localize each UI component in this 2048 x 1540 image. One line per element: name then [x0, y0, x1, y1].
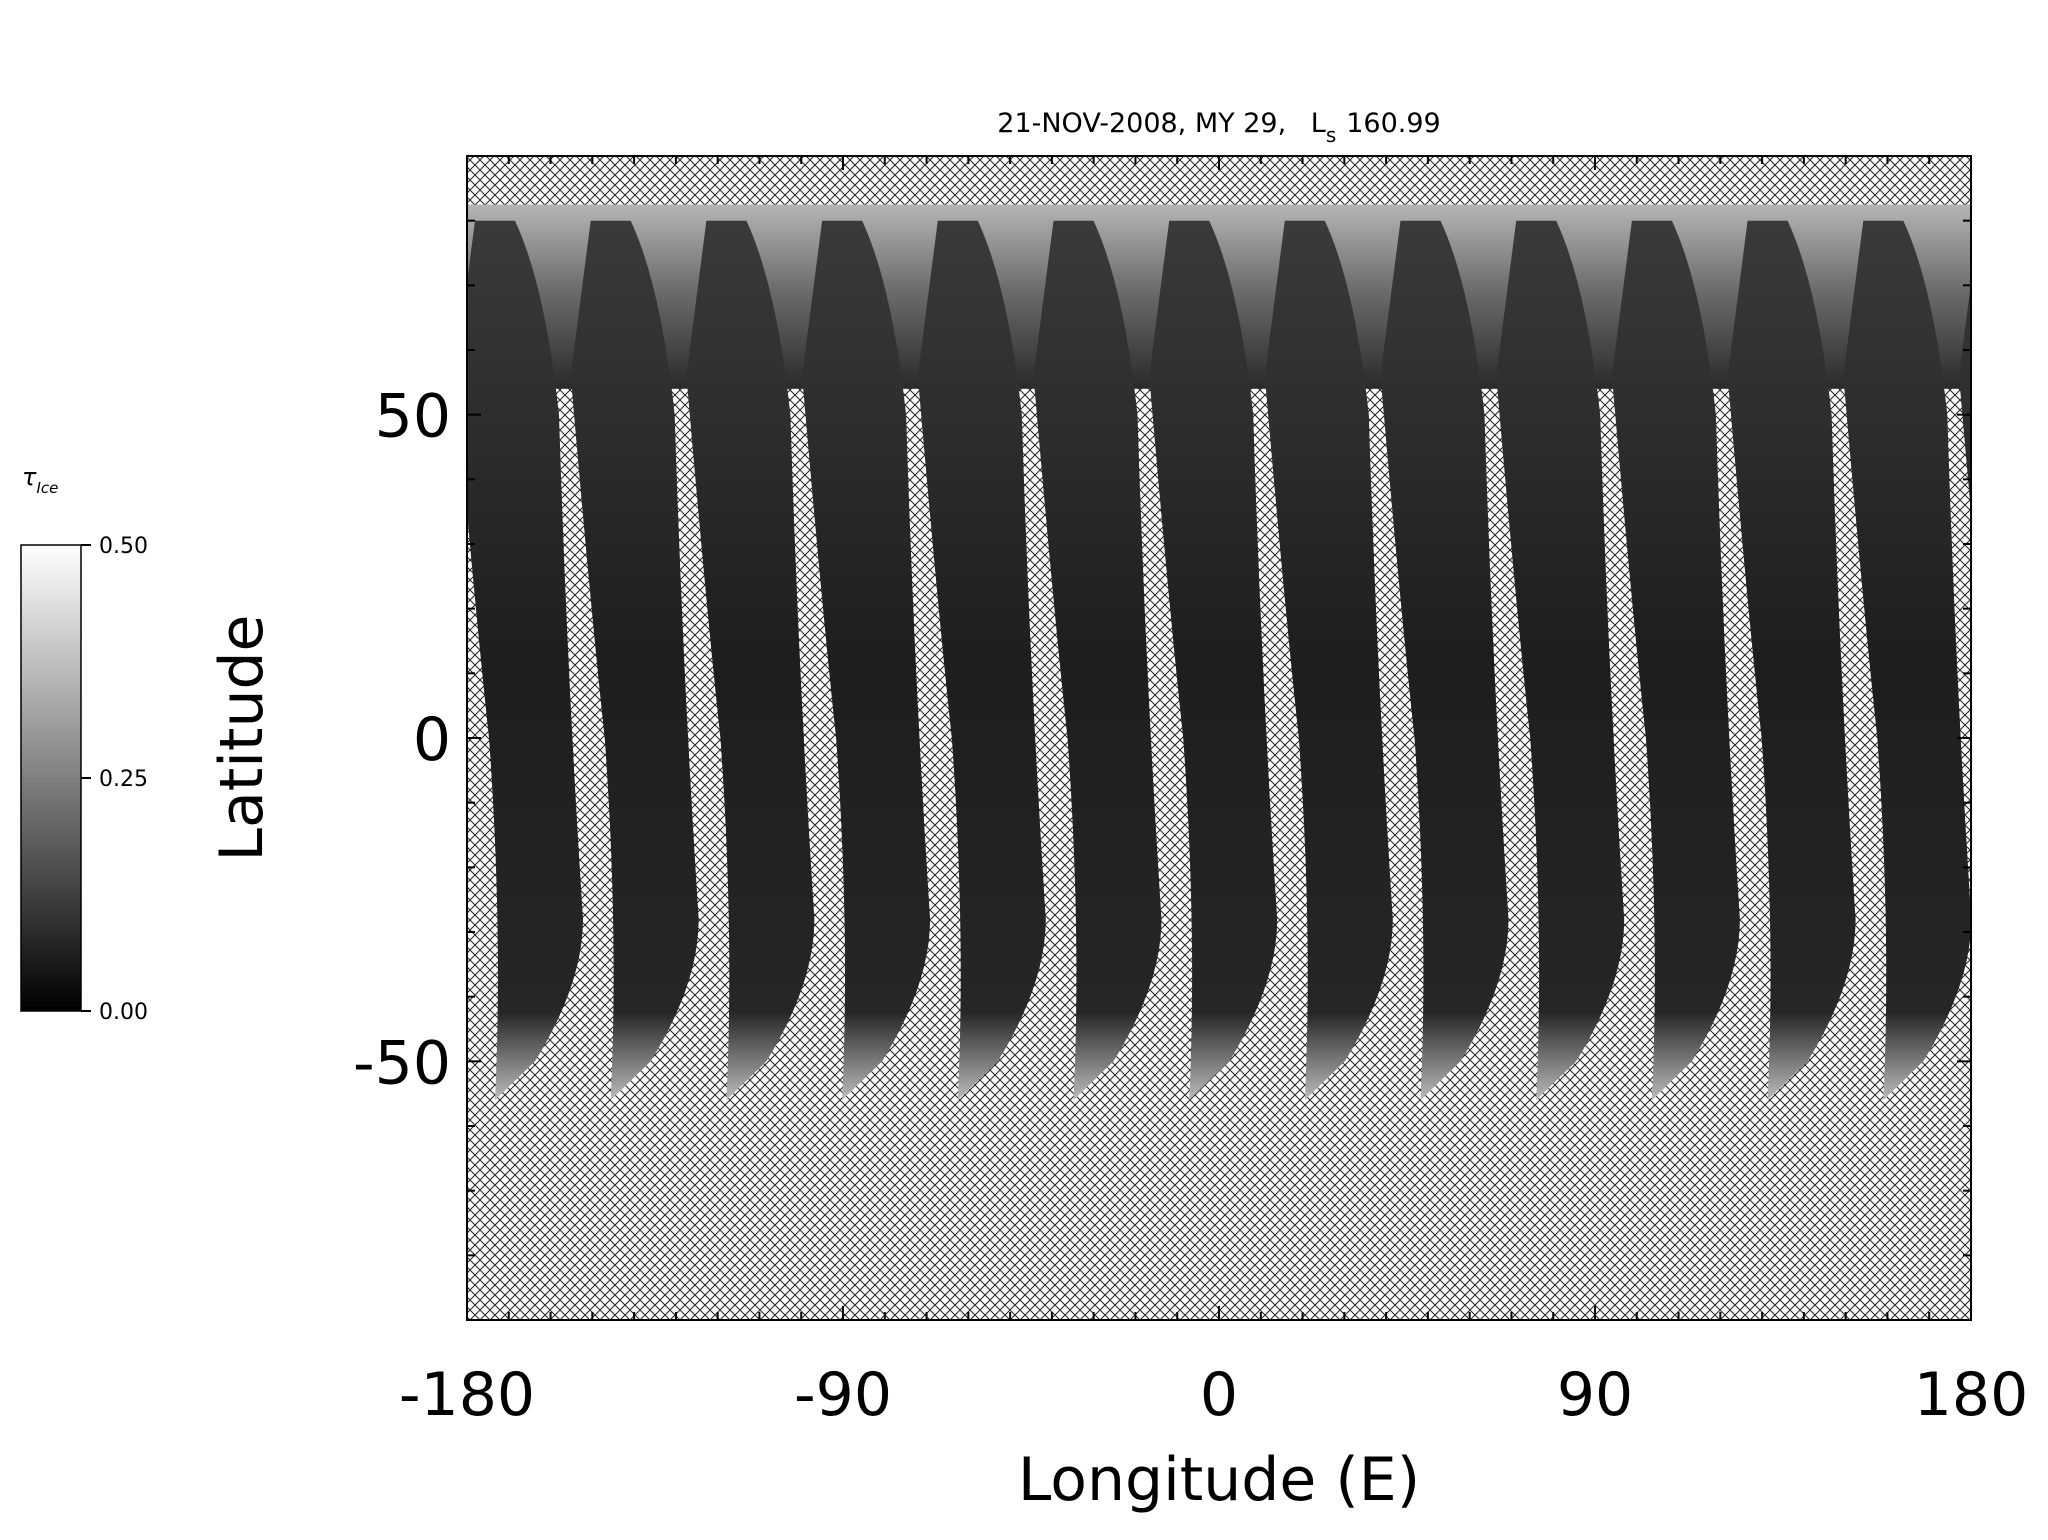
orbit-swath	[917, 220, 1046, 1101]
orbit-swath	[686, 220, 815, 1101]
x-tick-label: 90	[1557, 1360, 1633, 1430]
orbit-swath	[1149, 220, 1278, 1101]
x-tick-label: 180	[1914, 1360, 2029, 1430]
orbit-swath	[467, 220, 583, 1101]
y-tick-label: 50	[375, 382, 451, 452]
colorbar-tick-label: 0.50	[99, 534, 148, 559]
y-axis-label: Latitude	[207, 615, 277, 862]
title-ls: L	[1311, 108, 1326, 139]
map-area	[467, 156, 1971, 1320]
orbit-swath	[1496, 220, 1625, 1101]
orbit-swath	[1380, 220, 1509, 1101]
orbit-swath	[467, 914, 468, 930]
colorbar-symbol: τ	[22, 463, 37, 491]
title-ls-value: 160.99	[1346, 108, 1440, 139]
x-axis-label: Longitude (E)	[1018, 1445, 1420, 1515]
colorbar-label: τIce	[22, 463, 58, 497]
x-tick-label: -90	[794, 1360, 892, 1430]
colorbar-sub: Ice	[36, 479, 58, 497]
orbit-swath	[1611, 220, 1740, 1101]
orbit-swath	[1843, 220, 1971, 1101]
colorbar	[20, 544, 82, 1012]
y-tick-label: -50	[353, 1028, 451, 1098]
orbit-swath	[802, 220, 931, 1101]
title-ls-sub: s	[1326, 123, 1336, 147]
orbit-swath	[1264, 220, 1393, 1101]
y-tick-label: 0	[413, 705, 451, 775]
chart-title: 21-NOV-2008, MY 29, Ls 160.99	[997, 108, 1440, 147]
orbit-swath	[1033, 220, 1162, 1101]
colorbar-tick-label: 0.00	[99, 1000, 148, 1025]
title-main: 21-NOV-2008, MY 29,	[997, 108, 1286, 139]
orbit-swath	[570, 220, 699, 1101]
orbit-swath	[1727, 220, 1856, 1101]
x-tick-label: -180	[399, 1360, 535, 1430]
x-tick-label: 0	[1200, 1360, 1238, 1430]
orbit-swath	[1959, 282, 1971, 513]
colorbar-tick-label: 0.25	[99, 767, 148, 792]
